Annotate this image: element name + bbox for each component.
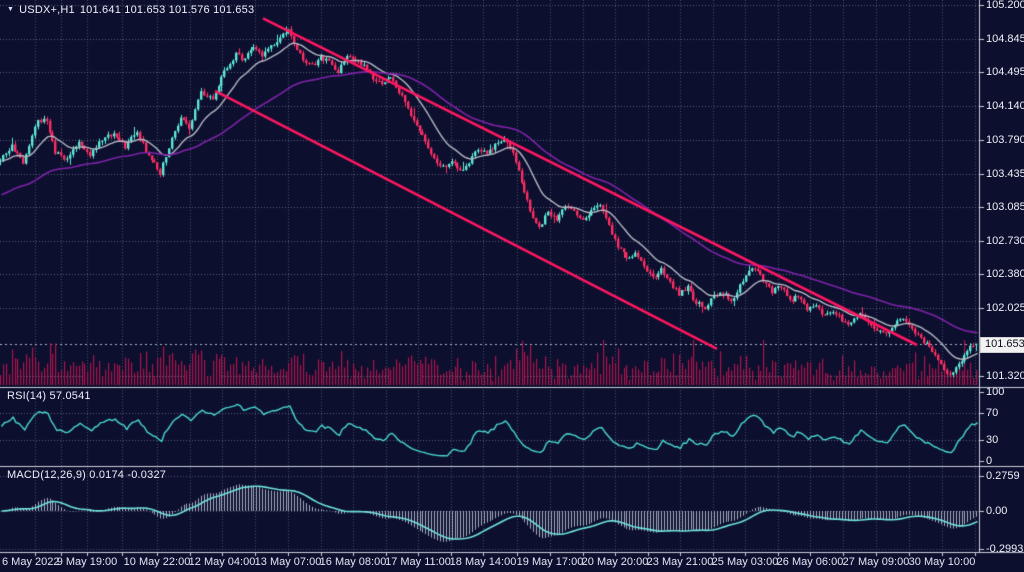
chart-canvas[interactable] — [0, 0, 1024, 572]
trading-chart-window: ▼ USDX+,H1 101.641 101.653 101.576 101.6… — [0, 0, 1024, 572]
